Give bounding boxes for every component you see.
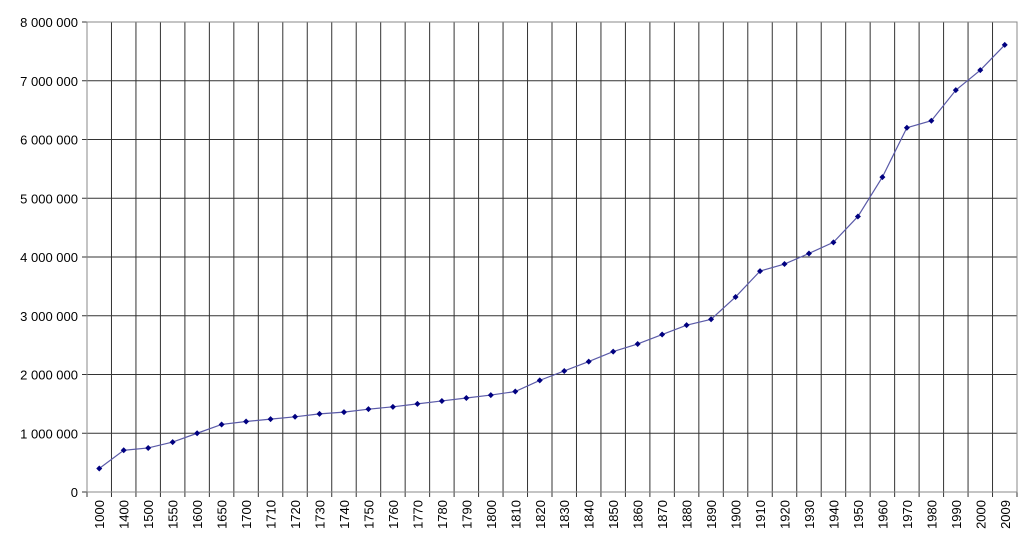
- y-tick-label: 0: [71, 485, 78, 500]
- data-point-marker: [757, 268, 764, 275]
- x-tick-label: 1720: [288, 500, 303, 529]
- x-tick-label: 1750: [361, 500, 376, 529]
- data-point-marker: [659, 331, 666, 338]
- data-point-marker: [169, 439, 176, 446]
- data-point-marker: [243, 418, 250, 425]
- data-point-marker: [585, 358, 592, 365]
- x-tick-label: 1500: [141, 500, 156, 529]
- data-point-marker: [634, 340, 641, 347]
- y-tick-label: 3 000 000: [20, 309, 78, 324]
- y-tick-label: 1 000 000: [20, 426, 78, 441]
- data-point-marker: [879, 174, 886, 181]
- x-tick-label: 1740: [337, 500, 352, 529]
- data-point-marker: [120, 447, 127, 454]
- data-point-marker: [145, 444, 152, 451]
- data-point-marker: [781, 261, 788, 268]
- y-axis-tick-labels: 0 1 000 000 2 000 000 3 000 000 4 000 000 5 0…: [20, 15, 78, 500]
- x-tick-label: 1770: [410, 500, 425, 529]
- data-point-marker: [218, 421, 225, 428]
- x-tick-label: 1800: [484, 500, 499, 529]
- x-axis-tick-labels: 1000 1400 1500 1550 1600 1650 1700 1710 1720 1730…: [92, 500, 1013, 529]
- x-tick-label: 1920: [778, 500, 793, 529]
- x-tick-label: 2000: [973, 500, 988, 529]
- x-tick-label: 1790: [459, 500, 474, 529]
- x-tick-label: 1400: [117, 500, 132, 529]
- data-point-marker: [316, 410, 323, 417]
- x-tick-label: 1600: [190, 500, 205, 529]
- data-point-marker: [512, 388, 519, 395]
- data-point-marker: [438, 397, 445, 404]
- data-point-marker: [194, 430, 201, 437]
- x-tick-label: 1830: [557, 500, 572, 529]
- series-line: [98, 44, 1006, 469]
- y-tick-label: 7 000 000: [20, 74, 78, 89]
- x-tick-label: 1950: [851, 500, 866, 529]
- data-point-marker: [96, 465, 103, 472]
- x-tick-label: 1820: [533, 500, 548, 529]
- data-point-marker: [928, 117, 935, 124]
- y-tick-label: 4 000 000: [20, 250, 78, 265]
- x-tick-label: 1850: [606, 500, 621, 529]
- data-point-marker: [414, 400, 421, 407]
- x-tick-label: 1730: [313, 500, 328, 529]
- x-tick-label: 1840: [582, 500, 597, 529]
- x-tick-label: 1710: [264, 500, 279, 529]
- x-tick-label: 1980: [924, 500, 939, 529]
- data-point-marker: [903, 124, 910, 131]
- data-point-marker: [805, 250, 812, 257]
- series: [96, 41, 1008, 472]
- x-tick-label: 1970: [900, 500, 915, 529]
- data-point-marker: [854, 213, 861, 220]
- data-point-marker: [1001, 41, 1008, 48]
- data-point-marker: [732, 293, 739, 300]
- x-tick-label: 1000: [92, 500, 107, 529]
- data-point-marker: [292, 413, 299, 420]
- x-tick-label: 1900: [729, 500, 744, 529]
- y-tick-label: 8 000 000: [20, 15, 78, 30]
- x-tick-label: 1880: [680, 500, 695, 529]
- data-point-marker: [267, 416, 274, 423]
- x-tick-label: 2009: [998, 500, 1013, 529]
- data-point-marker: [365, 406, 372, 413]
- x-tick-label: 1650: [215, 500, 230, 529]
- x-tick-label: 1860: [631, 500, 646, 529]
- grid: [82, 21, 1018, 497]
- data-point-marker: [952, 87, 959, 94]
- data-point-marker: [340, 409, 347, 416]
- x-tick-label: 1960: [875, 500, 890, 529]
- x-tick-label: 1700: [239, 500, 254, 529]
- plot-border: [86, 21, 1018, 493]
- y-tick-label: 2 000 000: [20, 368, 78, 383]
- x-tick-label: 1940: [826, 500, 841, 529]
- x-tick-label: 1930: [802, 500, 817, 529]
- x-tick-label: 1550: [166, 500, 181, 529]
- y-tick-label: 5 000 000: [20, 191, 78, 206]
- data-point-marker: [487, 392, 494, 399]
- x-tick-label: 1910: [753, 500, 768, 529]
- y-tick-label: 6 000 000: [20, 133, 78, 148]
- x-tick-label: 1760: [386, 500, 401, 529]
- x-tick-label: 1810: [508, 500, 523, 529]
- data-point-marker: [610, 348, 617, 355]
- data-point-marker: [561, 367, 568, 374]
- data-point-marker: [463, 395, 470, 401]
- x-tick-label: 1870: [655, 500, 670, 529]
- x-tick-label: 1780: [435, 500, 450, 529]
- x-tick-label: 1990: [949, 500, 964, 529]
- data-point-marker: [977, 67, 984, 74]
- data-point-marker: [536, 377, 543, 384]
- data-point-marker: [830, 239, 837, 246]
- data-point-marker: [683, 322, 690, 329]
- x-tick-label: 1890: [704, 500, 719, 529]
- data-point-marker: [708, 316, 715, 323]
- data-point-marker: [389, 403, 396, 410]
